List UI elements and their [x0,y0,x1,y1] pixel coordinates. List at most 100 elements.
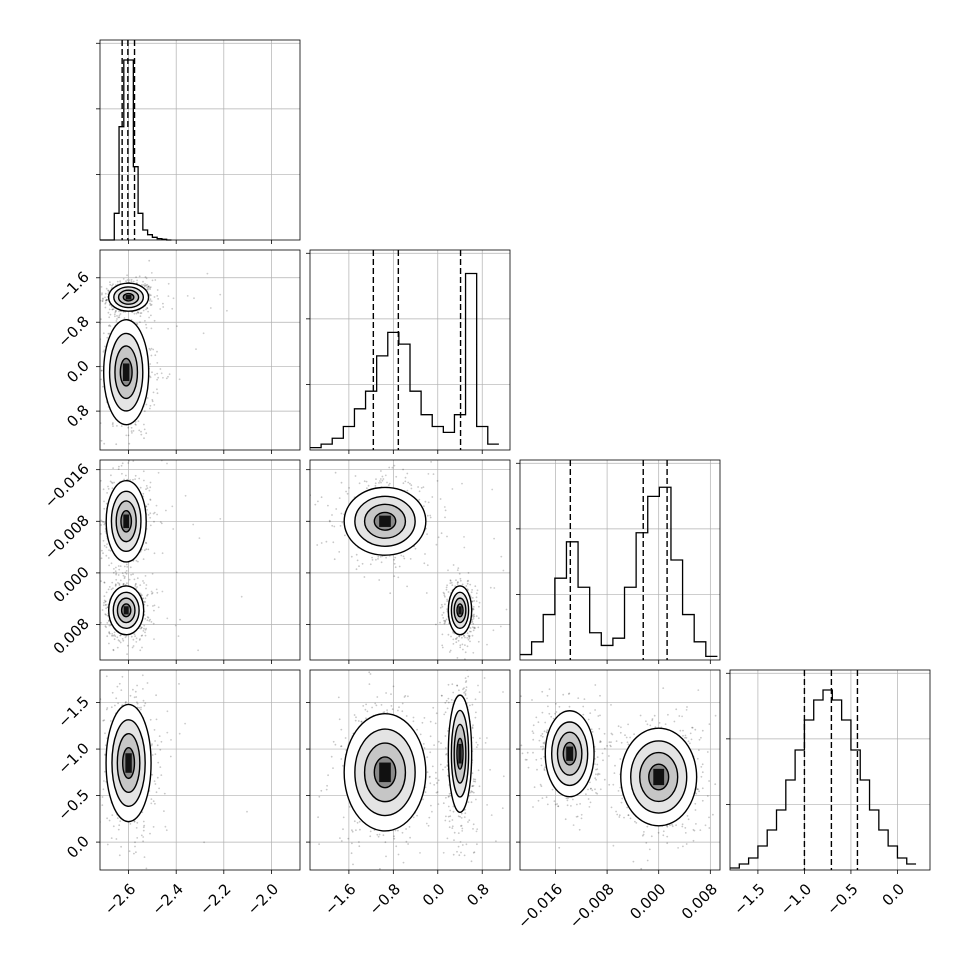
scatter-point [167,282,170,285]
scatter-point [405,840,408,843]
scatter-point [153,296,156,298]
scatter-point [114,635,117,638]
scatter-point [104,301,107,304]
scatter-point [476,589,479,592]
scatter-point [472,651,475,654]
scatter-point [129,479,132,481]
scatter-point [147,285,150,288]
scatter-point [108,324,111,327]
scatter-point [153,319,156,322]
scatter-point [442,611,445,614]
scatter-point [112,571,115,574]
scatter-point [143,824,146,827]
scatter-point [461,827,464,830]
scatter-point [150,314,152,317]
scatter-point [152,622,155,625]
scatter-point [108,332,111,335]
scatter-point [130,280,133,283]
scatter-point [134,474,137,477]
density-peak [123,606,129,615]
scatter-point [412,816,415,819]
scatter-point [464,677,467,679]
scatter-point [117,468,120,470]
scatter-point [427,473,430,475]
scatter-point [125,572,128,575]
scatter-point [143,704,146,707]
scatter-point [154,279,157,281]
scatter-point [148,293,151,296]
scatter-point [92,351,94,353]
scatter-point [143,582,145,584]
scatter-point [359,828,361,831]
scatter-point [347,837,350,840]
scatter-point [136,311,139,314]
scatter-point [141,674,144,677]
scatter-point [144,284,146,287]
scatter-point [103,544,106,547]
scatter-point [423,505,425,508]
scatter-point [351,830,354,833]
scatter-point [358,820,361,823]
scatter-point [444,621,446,624]
scatter-point [468,635,470,638]
scatter-point [447,569,449,572]
scatter-point [148,316,151,319]
scatter-point [385,556,387,559]
scatter-point [345,490,347,493]
scatter-point [93,387,95,389]
scatter-point [116,280,119,283]
scatter-point [105,607,107,610]
scatter-point [453,839,455,841]
scatter-point [449,580,452,582]
scatter-point [105,614,107,616]
scatter-point [437,536,440,539]
scatter-point [486,737,488,739]
scatter-point [444,711,447,714]
scatter-point [436,782,438,784]
scatter-point [474,585,477,588]
scatter-point [129,823,132,825]
scatter-point [136,821,139,824]
scatter-point [123,565,126,568]
scatter-point [141,594,143,597]
scatter-point [449,579,452,582]
scatter-point [412,720,415,723]
scatter-point [477,617,480,620]
scatter-point [379,555,382,558]
scatter-point [115,566,117,569]
scatter-point [160,522,163,525]
scatter-point [125,570,128,572]
scatter-point [133,578,136,581]
scatter-point [477,626,480,629]
scatter-point [475,741,478,744]
scatter-point [113,638,116,641]
scatter-point [137,312,140,314]
scatter-point [100,286,103,288]
scatter-point [458,635,460,638]
scatter-point [433,783,436,786]
scatter-point [104,625,107,627]
scatter-point [330,755,333,758]
scatter-point [103,442,106,445]
scatter-point [115,578,118,581]
scatter-point [354,475,357,477]
scatter-point [96,287,98,289]
scatter-point [455,641,458,644]
scatter-point [468,634,471,637]
scatter-point [374,482,377,485]
scatter-point [108,549,110,551]
scatter-point [149,304,152,306]
scatter-point [138,706,141,709]
scatter-point [400,554,403,557]
scatter-point [119,565,122,567]
scatter-point [135,559,138,562]
scatter-point [149,288,152,290]
scatter-point [412,716,415,719]
scatter-point [134,585,137,587]
scatter-point [439,498,442,500]
scatter-point [149,718,152,721]
scatter-point [442,802,445,805]
density-peak [458,606,462,615]
scatter-point [480,617,482,619]
scatter-point [153,511,156,514]
